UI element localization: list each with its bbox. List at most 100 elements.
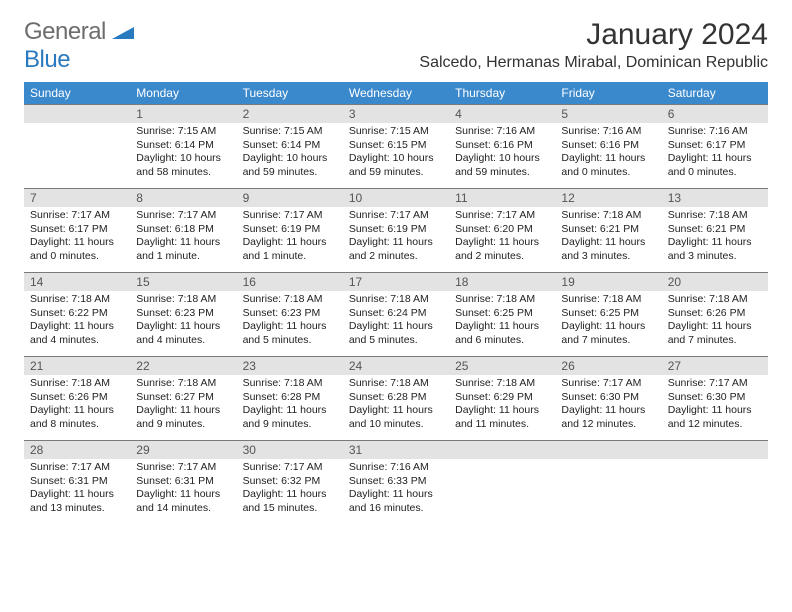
day-number: 23 [237, 357, 343, 375]
calendar-cell [24, 105, 130, 189]
detail-line: and 6 minutes. [455, 334, 549, 348]
calendar-cell: 5Sunrise: 7:16 AMSunset: 6:16 PMDaylight… [555, 105, 661, 189]
day-number: 25 [449, 357, 555, 375]
day-number: 24 [343, 357, 449, 375]
day-details: Sunrise: 7:18 AMSunset: 6:25 PMDaylight:… [449, 291, 555, 352]
detail-line: Daylight: 11 hours [455, 320, 549, 334]
detail-line: Daylight: 11 hours [243, 404, 337, 418]
detail-line: Daylight: 11 hours [349, 320, 443, 334]
calendar-cell: 23 Sunrise: 7:18 AMSunset: 6:28 PMDayligh… [237, 357, 343, 441]
detail-line: Sunset: 6:27 PM [136, 391, 230, 405]
detail-line: and 0 minutes. [30, 250, 124, 264]
day-number: 4 [449, 105, 555, 123]
detail-line: and 1 minute. [136, 250, 230, 264]
detail-line: Daylight: 11 hours [561, 152, 655, 166]
day-details: Sunrise: 7:16 AMSunset: 6:16 PMDaylight:… [555, 123, 661, 184]
detail-line: Sunset: 6:17 PM [668, 139, 762, 153]
calendar-week: 21Sunrise: 7:18 AMSunset: 6:26 PMDayligh… [24, 357, 768, 441]
detail-line: Sunrise: 7:18 AM [668, 209, 762, 223]
detail-line: Sunrise: 7:18 AM [243, 293, 337, 307]
detail-line: Sunset: 6:32 PM [243, 475, 337, 489]
day-details: Sunrise: 7:18 AMSunset: 6:28 PMDaylight:… [343, 375, 449, 436]
title-block: January 2024 Salcedo, Hermanas Mirabal, … [419, 18, 768, 72]
detail-line: and 58 minutes. [136, 166, 230, 180]
detail-line: and 2 minutes. [455, 250, 549, 264]
detail-line: Sunrise: 7:17 AM [243, 209, 337, 223]
detail-line: Sunrise: 7:17 AM [136, 461, 230, 475]
day-details: Sunrise: 7:15 AMSunset: 6:15 PMDaylight:… [343, 123, 449, 184]
calendar-cell: 17Sunrise: 7:18 AMSunset: 6:24 PMDayligh… [343, 273, 449, 357]
weekday-header: Thursday [449, 82, 555, 105]
detail-line: Sunrise: 7:18 AM [455, 293, 549, 307]
day-number: 13 [662, 189, 768, 207]
day-number: 2 [237, 105, 343, 123]
empty-daynum [662, 441, 768, 459]
day-details: Sunrise: 7:17 AMSunset: 6:30 PMDaylight:… [555, 375, 661, 436]
calendar-cell: 2Sunrise: 7:15 AMSunset: 6:14 PMDaylight… [237, 105, 343, 189]
empty-daynum [24, 105, 130, 123]
detail-line: and 12 minutes. [668, 418, 762, 432]
detail-line: and 0 minutes. [668, 166, 762, 180]
day-details: Sunrise: 7:18 AMSunset: 6:21 PMDaylight:… [555, 207, 661, 268]
day-number: 12 [555, 189, 661, 207]
day-details: Sunrise: 7:17 AMSunset: 6:31 PMDaylight:… [24, 459, 130, 520]
calendar-cell: 27Sunrise: 7:17 AMSunset: 6:30 PMDayligh… [662, 357, 768, 441]
detail-line: Sunset: 6:21 PM [561, 223, 655, 237]
detail-line: and 7 minutes. [668, 334, 762, 348]
logo: General Blue [24, 18, 134, 74]
calendar-table: SundayMondayTuesdayWednesdayThursdayFrid… [24, 82, 768, 525]
calendar-cell: 21Sunrise: 7:18 AMSunset: 6:26 PMDayligh… [24, 357, 130, 441]
detail-line: Sunset: 6:28 PM [243, 391, 337, 405]
weekday-header: Sunday [24, 82, 130, 105]
day-details: Sunrise: 7:18 AMSunset: 6:26 PMDaylight:… [24, 375, 130, 436]
detail-line: Daylight: 11 hours [136, 320, 230, 334]
detail-line: Sunrise: 7:17 AM [561, 377, 655, 391]
detail-line: Daylight: 11 hours [30, 488, 124, 502]
detail-line: Sunrise: 7:16 AM [561, 125, 655, 139]
calendar-cell: 14Sunrise: 7:18 AMSunset: 6:22 PMDayligh… [24, 273, 130, 357]
day-number: 27 [662, 357, 768, 375]
day-details: Sunrise: 7:15 AMSunset: 6:14 PMDaylight:… [130, 123, 236, 184]
detail-line: and 13 minutes. [30, 502, 124, 516]
calendar-cell [555, 441, 661, 525]
detail-line: Sunset: 6:30 PM [668, 391, 762, 405]
day-details: Sunrise: 7:17 AMSunset: 6:19 PMDaylight:… [343, 207, 449, 268]
calendar-cell: 18Sunrise: 7:18 AMSunset: 6:25 PMDayligh… [449, 273, 555, 357]
detail-line: Daylight: 11 hours [668, 404, 762, 418]
weekday-header: Wednesday [343, 82, 449, 105]
calendar-cell: 29Sunrise: 7:17 AMSunset: 6:31 PMDayligh… [130, 441, 236, 525]
detail-line: Sunrise: 7:18 AM [136, 377, 230, 391]
day-number: 20 [662, 273, 768, 291]
detail-line: Sunset: 6:14 PM [243, 139, 337, 153]
detail-line: and 12 minutes. [561, 418, 655, 432]
calendar-week: 28Sunrise: 7:17 AMSunset: 6:31 PMDayligh… [24, 441, 768, 525]
detail-line: Sunset: 6:26 PM [668, 307, 762, 321]
detail-line: Sunset: 6:18 PM [136, 223, 230, 237]
calendar-cell: 10Sunrise: 7:17 AMSunset: 6:19 PMDayligh… [343, 189, 449, 273]
day-number: 16 [237, 273, 343, 291]
detail-line: Sunset: 6:23 PM [243, 307, 337, 321]
day-details: Sunrise: 7:18 AMSunset: 6:26 PMDaylight:… [662, 291, 768, 352]
detail-line: Daylight: 11 hours [455, 404, 549, 418]
day-number: 28 [24, 441, 130, 459]
day-number: 11 [449, 189, 555, 207]
day-details: Sunrise: 7:17 AMSunset: 6:18 PMDaylight:… [130, 207, 236, 268]
day-number: 26 [555, 357, 661, 375]
detail-line: Sunset: 6:31 PM [30, 475, 124, 489]
day-details: Sunrise: 7:18 AMSunset: 6:23 PMDaylight:… [237, 291, 343, 352]
detail-line: Sunrise: 7:16 AM [455, 125, 549, 139]
day-details: Sunrise: 7:18 AMSunset: 6:29 PMDaylight:… [449, 375, 555, 436]
day-number: 31 [343, 441, 449, 459]
detail-line: Sunset: 6:16 PM [561, 139, 655, 153]
header: General Blue January 2024 Salcedo, Herma… [24, 18, 768, 74]
detail-line: Sunset: 6:26 PM [30, 391, 124, 405]
day-details: Sunrise: 7:17 AMSunset: 6:20 PMDaylight:… [449, 207, 555, 268]
detail-line: and 7 minutes. [561, 334, 655, 348]
detail-line: Sunrise: 7:18 AM [243, 377, 337, 391]
detail-line: Daylight: 11 hours [668, 236, 762, 250]
detail-line: Sunrise: 7:18 AM [668, 293, 762, 307]
day-number: 21 [24, 357, 130, 375]
detail-line: Sunset: 6:30 PM [561, 391, 655, 405]
detail-line: and 59 minutes. [243, 166, 337, 180]
weekday-header: Friday [555, 82, 661, 105]
